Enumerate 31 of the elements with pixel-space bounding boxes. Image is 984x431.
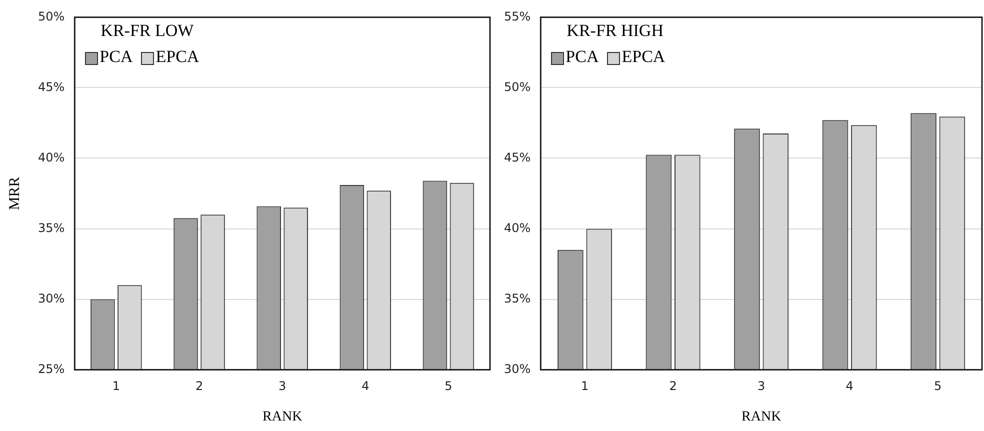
- chart-title: KR-FR LOW: [100, 21, 195, 42]
- chart-title: KR-FR HIGH: [566, 21, 664, 42]
- y-tick-label: 30%: [504, 362, 531, 376]
- y-tick-label: 40%: [38, 150, 65, 164]
- x-axis-title: RANK: [262, 409, 302, 424]
- y-tick-label: 50%: [504, 80, 531, 94]
- y-tick-label: 35%: [38, 220, 65, 235]
- x-tick-label: 5: [934, 379, 942, 394]
- legend-label: EPCA: [620, 47, 666, 68]
- y-tick-label: 40%: [504, 220, 531, 235]
- x-tick-label: 3: [758, 379, 766, 394]
- y-tick-label: 30%: [38, 291, 65, 306]
- y-tick-label: 35%: [504, 291, 531, 306]
- legend-label: PCA: [564, 47, 599, 68]
- x-axis-title: RANK: [742, 409, 782, 424]
- x-tick-label: 2: [669, 379, 677, 394]
- y-tick-label: 25%: [38, 362, 65, 376]
- y-axis-title: MRR: [6, 176, 23, 210]
- x-tick-label: 1: [580, 379, 589, 394]
- y-tick-label: 55%: [504, 9, 531, 24]
- x-tick-label: 2: [195, 379, 204, 394]
- x-tick-label: 4: [846, 379, 854, 394]
- y-tick-label: 45%: [38, 80, 65, 94]
- x-tick-label: 3: [278, 379, 286, 394]
- legend-label: EPCA: [154, 47, 200, 68]
- x-tick-label: 1: [112, 379, 120, 394]
- legend-label: PCA: [98, 47, 133, 68]
- y-tick-label: 45%: [504, 150, 531, 164]
- x-tick-label: 4: [362, 379, 370, 394]
- y-tick-label: 50%: [38, 9, 65, 24]
- x-tick-label: 5: [444, 379, 452, 394]
